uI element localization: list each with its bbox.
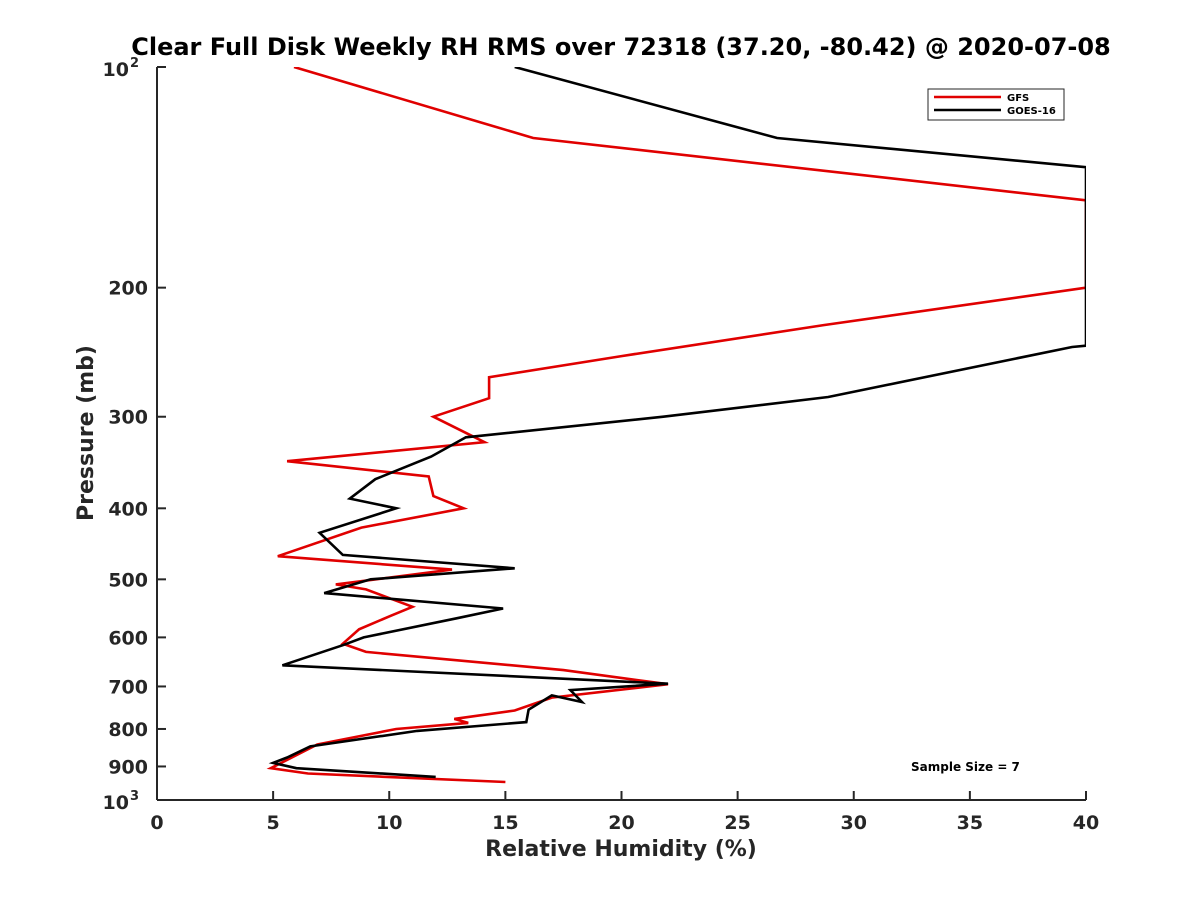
- y-tick-label: 600: [108, 627, 148, 649]
- x-axis-label: Relative Humidity (%): [485, 837, 757, 862]
- y-tick-exponent: 2: [130, 56, 139, 71]
- y-tick-label: 200: [108, 278, 148, 300]
- series-layer: [266, 67, 1086, 784]
- y-tick-label: 500: [108, 569, 148, 591]
- x-tick-label: 25: [724, 812, 750, 834]
- y-tick-label: 700: [108, 676, 148, 698]
- y-tick-label: 300: [108, 407, 148, 429]
- x-tick-label: 0: [150, 812, 163, 834]
- legend: GFS GOES-16: [927, 88, 1065, 121]
- sample-size-annotation: Sample Size = 7: [911, 760, 1020, 774]
- x-tick-label: 40: [1073, 812, 1099, 834]
- y-tick-label: 400: [108, 498, 148, 520]
- x-tick-label: 35: [957, 812, 983, 834]
- x-tick-label: 15: [492, 812, 518, 834]
- x-tick-label: 10: [376, 812, 402, 834]
- series-line-gfs: [266, 67, 1086, 784]
- y-tick-label: 900: [108, 756, 148, 778]
- legend-label-goes16: GOES-16: [1007, 106, 1056, 117]
- legend-box: [927, 88, 1065, 121]
- series-line-goes16: [268, 67, 1086, 779]
- y-axis-label: Pressure (mb): [74, 345, 99, 521]
- x-tick-label: 5: [267, 812, 280, 834]
- legend-label-gfs: GFS: [1007, 93, 1029, 104]
- x-tick-label: 30: [841, 812, 867, 834]
- chart-title: Clear Full Disk Weekly RH RMS over 72318…: [131, 33, 1111, 61]
- y-tick-exponent: 3: [130, 789, 139, 804]
- x-tick-label: 20: [608, 812, 634, 834]
- y-tick-label: 10: [103, 792, 129, 814]
- y-tick-label: 10: [103, 59, 129, 81]
- y-tick-label: 800: [108, 719, 148, 741]
